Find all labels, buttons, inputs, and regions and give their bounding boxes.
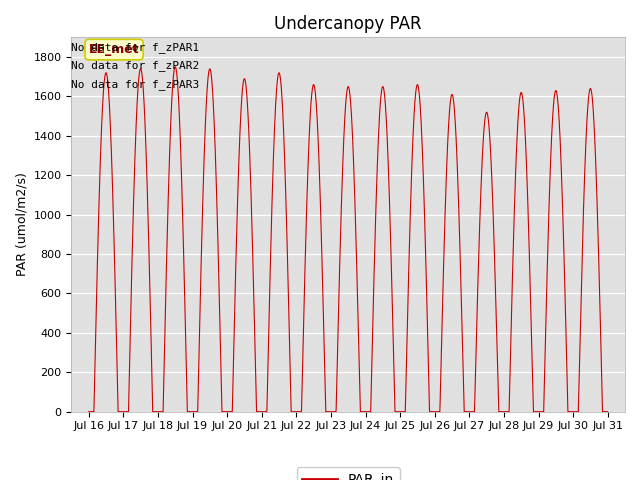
Title: Undercanopy PAR: Undercanopy PAR (275, 15, 422, 33)
Text: No data for f_zPAR3: No data for f_zPAR3 (72, 79, 200, 89)
Text: No data for f_zPAR2: No data for f_zPAR2 (72, 60, 200, 71)
Text: EE_met: EE_met (89, 43, 140, 56)
Legend: PAR_in: PAR_in (296, 468, 400, 480)
Y-axis label: PAR (umol/m2/s): PAR (umol/m2/s) (15, 173, 28, 276)
Text: No data for f_zPAR1: No data for f_zPAR1 (72, 42, 200, 53)
